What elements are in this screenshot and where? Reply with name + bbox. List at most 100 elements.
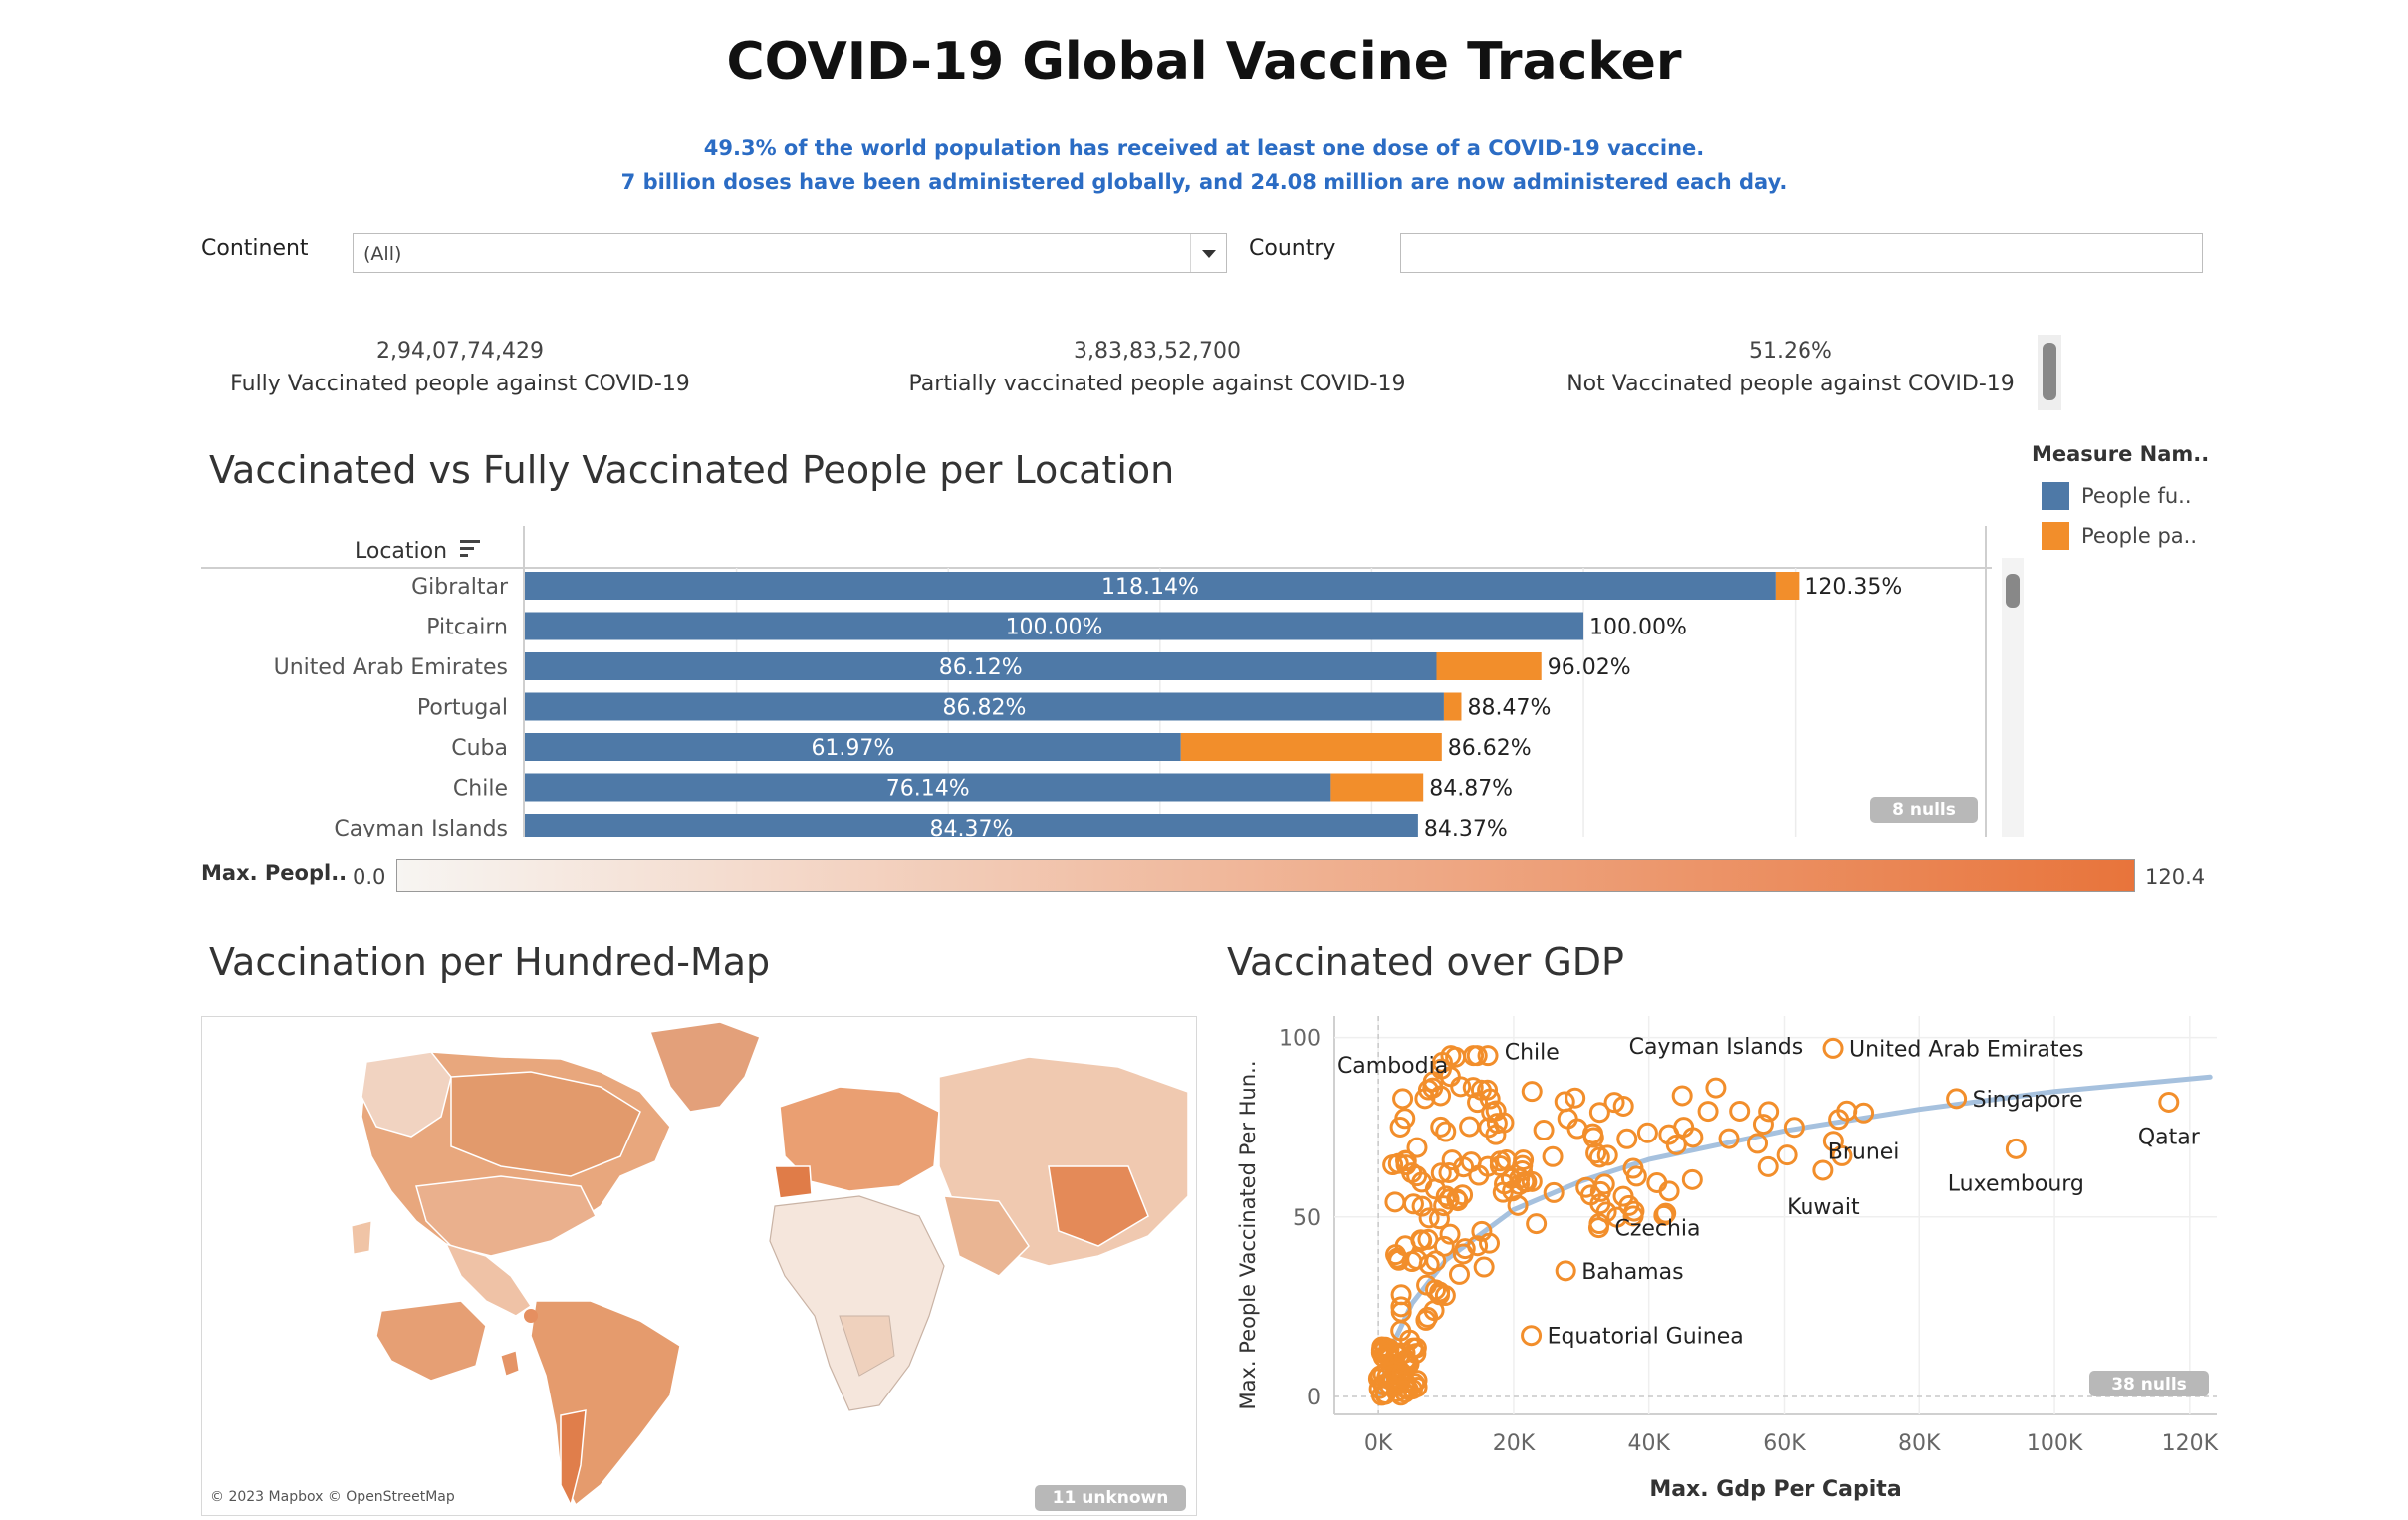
scatter-point[interactable] — [1396, 1351, 1418, 1373]
scatter-point[interactable] — [1622, 1205, 1644, 1227]
scatter-point[interactable] — [1406, 1165, 1428, 1187]
scatter-point[interactable] — [1718, 1128, 1740, 1149]
scatter-point[interactable] — [1418, 1254, 1440, 1276]
scatter-point[interactable] — [1729, 1100, 1751, 1122]
scatter-point[interactable] — [1384, 1191, 1406, 1213]
scatter-point[interactable] — [1435, 1185, 1457, 1207]
location-column-header[interactable]: Location — [355, 539, 447, 564]
scatter-point[interactable] — [1406, 1137, 1428, 1158]
scatter-point[interactable] — [1582, 1123, 1604, 1144]
scatter-point-labeled[interactable] — [1521, 1325, 1543, 1347]
scatter-point[interactable] — [1411, 1171, 1433, 1193]
scatter-point[interactable] — [1655, 1202, 1677, 1224]
scatter-point[interactable] — [1565, 1087, 1586, 1109]
scatter-point[interactable] — [1533, 1120, 1555, 1141]
bar-fully-vaccinated[interactable] — [525, 652, 1437, 680]
bar-scrollbar-thumb[interactable] — [2006, 574, 2020, 608]
scatter-point[interactable] — [1526, 1213, 1548, 1235]
bar-partially-vaccinated[interactable] — [1180, 733, 1442, 761]
scatter-point-labeled[interactable] — [1946, 1088, 1968, 1110]
scatter-point[interactable] — [1747, 1133, 1769, 1154]
scatter-point[interactable] — [1671, 1085, 1693, 1107]
legend-item-people-partially[interactable]: People pa.. — [2042, 522, 2241, 558]
bar-fully-vaccinated[interactable] — [525, 612, 1584, 640]
scatter-point[interactable] — [1376, 1344, 1398, 1366]
scatter-point-labeled[interactable] — [2158, 1091, 2180, 1113]
kpi-scrollbar-thumb[interactable] — [2043, 343, 2056, 400]
scatter-point[interactable] — [1588, 1146, 1610, 1168]
scatter-point[interactable] — [1489, 1155, 1511, 1177]
scatter-point[interactable] — [1390, 1301, 1412, 1323]
scatter-point[interactable] — [1681, 1168, 1703, 1190]
scatter-point[interactable] — [1758, 1101, 1780, 1123]
scatter-point[interactable] — [1477, 1079, 1499, 1101]
scatter-point-labeled[interactable] — [1853, 1102, 1875, 1124]
scatter-point[interactable] — [1776, 1144, 1798, 1166]
scatter-point[interactable] — [1622, 1157, 1644, 1179]
scatter-point[interactable] — [1470, 1079, 1492, 1101]
scatter-point[interactable] — [1473, 1256, 1495, 1278]
scatter-point[interactable] — [1430, 1085, 1452, 1107]
scatter-point[interactable] — [1438, 1161, 1460, 1183]
scatter-point[interactable] — [1596, 1144, 1618, 1166]
scatter-point[interactable] — [1463, 1045, 1485, 1067]
scatter-point[interactable] — [1653, 1204, 1675, 1226]
bar-partially-vaccinated[interactable] — [1775, 572, 1800, 600]
scatter-point[interactable] — [1430, 1162, 1452, 1184]
scatter-point-labeled[interactable] — [1555, 1260, 1576, 1282]
scatter-point[interactable] — [1697, 1101, 1719, 1123]
scatter-point[interactable] — [1822, 1131, 1844, 1152]
scatter-point[interactable] — [1450, 1076, 1472, 1098]
scatter-point[interactable] — [1507, 1194, 1529, 1216]
scatter-point[interactable] — [1477, 1045, 1499, 1067]
scatter-point[interactable] — [1429, 1281, 1451, 1303]
scatter-point[interactable] — [1636, 1122, 1658, 1143]
scatter-point[interactable] — [1447, 1190, 1469, 1212]
bar-partially-vaccinated[interactable] — [1443, 692, 1462, 721]
scatter-point[interactable] — [1439, 1223, 1461, 1245]
dropdown-arrow-button[interactable] — [1190, 234, 1226, 272]
scatter-point[interactable] — [1370, 1385, 1392, 1406]
scatter-point[interactable] — [1589, 1180, 1611, 1202]
scatter-point[interactable] — [1585, 1142, 1607, 1164]
scatter-point[interactable] — [1554, 1091, 1575, 1113]
scatter-point[interactable] — [1618, 1194, 1640, 1216]
scatter-point[interactable] — [1783, 1117, 1805, 1139]
scatter-point[interactable] — [1441, 1149, 1463, 1171]
scatter-point[interactable] — [1682, 1127, 1704, 1148]
bar-nulls-badge[interactable]: 8 nulls — [1870, 797, 1978, 823]
scatter-point[interactable] — [1448, 1263, 1470, 1285]
legend-item-people-fully[interactable]: People fu.. — [2042, 482, 2241, 518]
scatter-point-labeled[interactable] — [1587, 1217, 1609, 1239]
scatter-point[interactable] — [1542, 1145, 1564, 1167]
scatter-point[interactable] — [1588, 1102, 1610, 1124]
scatter-point-labeled[interactable] — [1521, 1081, 1543, 1103]
scatter-point[interactable] — [1646, 1172, 1668, 1194]
scatter-point-labeled[interactable] — [1392, 1088, 1414, 1110]
scatter-point[interactable] — [1467, 1092, 1489, 1114]
scatter-point[interactable] — [1435, 1121, 1457, 1142]
bar-fully-vaccinated[interactable] — [525, 692, 1444, 721]
scatter-point[interactable] — [1431, 1051, 1453, 1073]
scatter-point[interactable] — [1616, 1128, 1638, 1149]
scatter-point[interactable] — [1543, 1181, 1565, 1203]
scatter-point-labeled[interactable] — [1822, 1037, 1844, 1059]
scatter-point[interactable] — [1395, 1154, 1417, 1176]
scatter-nulls-badge[interactable]: 38 nulls — [2111, 1375, 2187, 1394]
continent-dropdown[interactable]: (All) — [353, 233, 1227, 273]
scatter-point[interactable] — [1575, 1176, 1597, 1198]
scatter-point[interactable] — [1394, 1235, 1416, 1257]
bar-partially-vaccinated[interactable] — [1436, 652, 1542, 680]
scatter-point[interactable] — [1454, 1238, 1476, 1260]
bar-fully-vaccinated[interactable] — [525, 572, 1776, 600]
sort-icon[interactable] — [460, 540, 480, 557]
scatter-point-labeled[interactable] — [1812, 1159, 1834, 1181]
scatter-point[interactable] — [1428, 1208, 1450, 1230]
scatter-point-labeled[interactable] — [2005, 1138, 2027, 1159]
scatter-point[interactable] — [1492, 1181, 1514, 1203]
scatter-point[interactable] — [1389, 1344, 1411, 1366]
scatter-point[interactable] — [1496, 1149, 1518, 1171]
world-map[interactable]: © 2023 Mapbox © OpenStreetMap 11 unknown — [201, 1016, 1197, 1516]
scatter-point[interactable] — [1430, 1116, 1452, 1138]
bar-scrollbar-track[interactable] — [2002, 558, 2024, 837]
